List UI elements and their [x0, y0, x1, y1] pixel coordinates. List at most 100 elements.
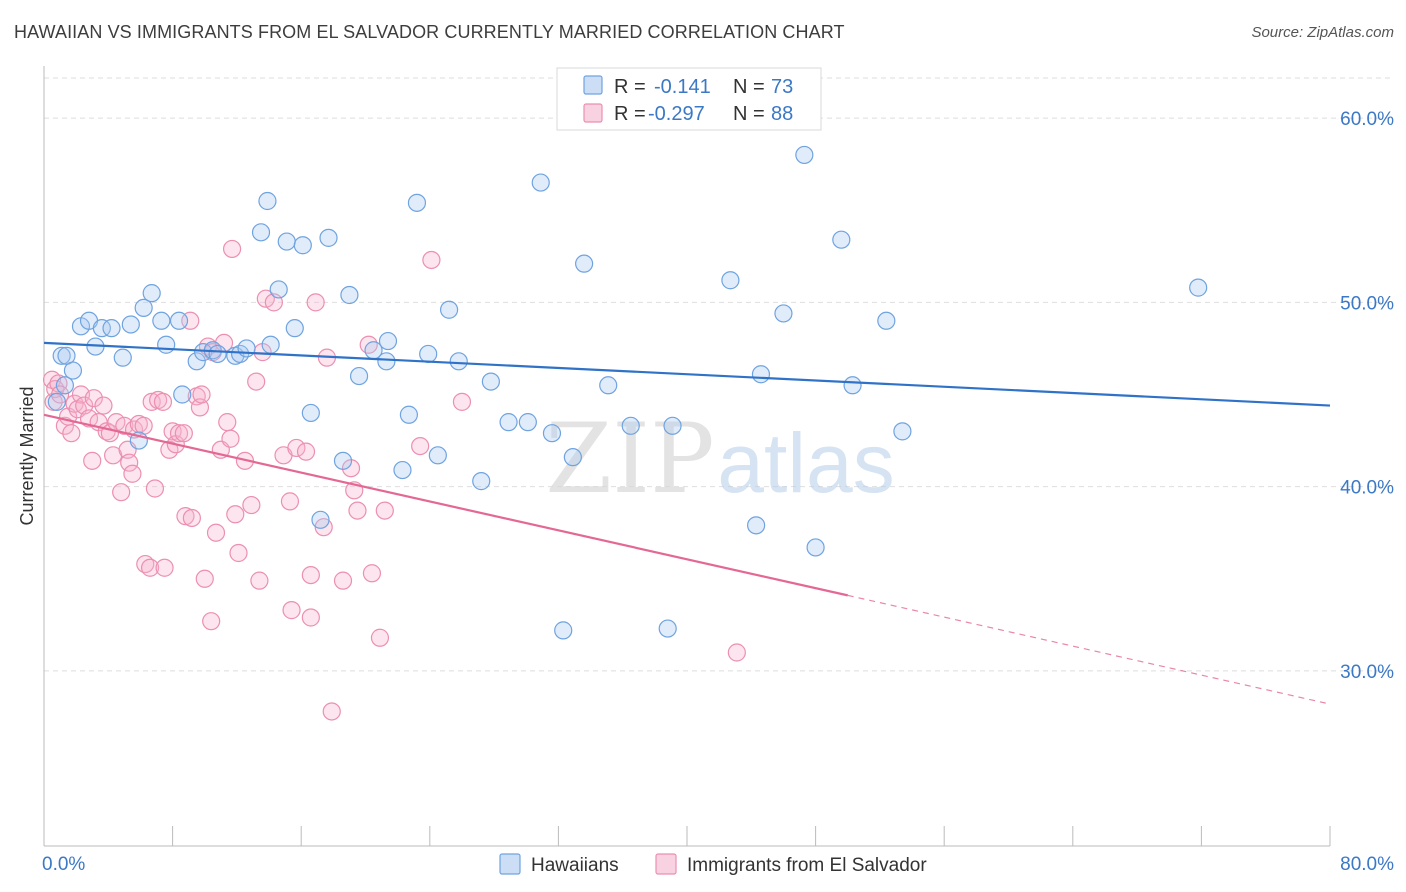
- el-salvador-point-62: [250, 571, 269, 590]
- el-salvador-point-22: [115, 416, 134, 435]
- hawaiian-point-40: [377, 352, 396, 371]
- hawaiian-point-57: [575, 254, 594, 273]
- legend-n-value-2: 88: [771, 103, 793, 125]
- axes: [43, 66, 1331, 847]
- hawaiian-point-48: [449, 352, 468, 371]
- el-salvador-point-54: [218, 413, 237, 432]
- el-salvador-point-35: [155, 558, 174, 577]
- hawaiian-point-17: [169, 311, 189, 330]
- hawaiian-point-55: [554, 621, 573, 640]
- el-salvador-point-32: [145, 479, 165, 498]
- hawaiian-point-36: [333, 451, 353, 470]
- y-axis-title: Currently Married: [17, 386, 37, 525]
- hawaiian-point-43: [399, 405, 419, 424]
- legend-r-label-2: R =: [614, 103, 646, 125]
- legend-r-value-2: -0.297: [648, 103, 705, 125]
- hawaiian-point-42: [393, 460, 412, 480]
- hawaiian-point-16: [157, 335, 176, 354]
- hawaiian-point-59: [621, 416, 640, 435]
- el-salvador-point-7: [62, 424, 81, 443]
- source-credit: Source: ZipAtlas.com: [1251, 24, 1394, 41]
- hawaiian-point-47: [439, 300, 459, 319]
- trend-line-hawaiians: [43, 341, 1331, 407]
- el-salvador-point-43: [182, 508, 201, 528]
- hawaiian-point-64: [751, 365, 771, 384]
- el-salvador-point-87: [452, 392, 472, 411]
- x-tick-label-0: 0.0%: [42, 854, 85, 875]
- hawaiian-point-0: [47, 392, 66, 411]
- el-salvador-point-57: [226, 505, 245, 524]
- el-salvador-point-56: [222, 239, 242, 259]
- hawaiian-point-9: [102, 319, 121, 338]
- hawaiian-point-54: [542, 424, 562, 443]
- hawaiian-point-22: [208, 344, 227, 364]
- el-salvador-point-81: [359, 335, 378, 354]
- el-salvador-point-49: [202, 612, 221, 631]
- hawaiian-point-32: [293, 236, 312, 255]
- bottom-legend-label-hawaiians: Hawaiians: [531, 855, 619, 876]
- legend-n-value-1: 73: [771, 76, 793, 98]
- el-salvador-point-16: [94, 396, 113, 415]
- series-legend: Hawaiians Immigrants from El Salvador: [499, 853, 927, 876]
- hawaiian-point-44: [407, 193, 427, 212]
- trend-line-el-salvador-extension: [847, 594, 1331, 705]
- el-salvador-point-30: [140, 558, 160, 577]
- hawaiian-point-31: [285, 319, 304, 338]
- hawaiian-point-14: [142, 284, 161, 303]
- hawaiian-point-2: [55, 376, 74, 395]
- hawaiian-point-70: [877, 311, 896, 330]
- hawaiian-point-13: [134, 298, 153, 317]
- hawaiian-point-11: [121, 315, 140, 334]
- el-salvador-point-12: [79, 409, 99, 428]
- hawaiian-point-34: [311, 510, 330, 529]
- hawaiian-point-52: [518, 413, 537, 432]
- hawaiian-point-66: [795, 145, 814, 165]
- hawaiian-point-65: [774, 304, 793, 323]
- series-hawaiians: [47, 145, 1208, 640]
- el-salvador-point-55: [221, 429, 240, 448]
- legend-r-value-1: -0.141: [654, 76, 711, 98]
- el-salvador-point-71: [301, 565, 320, 585]
- legend-swatch-el-salvador: [583, 103, 603, 123]
- legend-n-label-1: N =: [733, 76, 765, 98]
- el-salvador-point-60: [242, 495, 261, 515]
- el-salvador-point-67: [280, 492, 300, 511]
- hawaiian-point-37: [340, 285, 359, 305]
- el-salvador-point-83: [370, 628, 390, 647]
- hawaiian-point-18: [173, 385, 192, 404]
- el-salvador-point-82: [362, 564, 382, 583]
- hawaiian-point-19: [187, 352, 206, 371]
- stats-legend: R = -0.141 N = 73 R = -0.297 N = 88: [556, 67, 822, 131]
- el-salvador-point-24: [120, 453, 139, 472]
- el-salvador-point-28: [134, 416, 153, 435]
- hawaiian-point-60: [658, 619, 677, 638]
- el-salvador-point-73: [306, 293, 325, 312]
- hawaiian-point-56: [563, 448, 582, 467]
- watermark-zip: ZIP: [545, 403, 714, 515]
- bottom-legend-label-el-salvador: Immigrants from El Salvador: [687, 855, 927, 876]
- grid-lines: [44, 77, 1392, 672]
- hawaiian-point-33: [301, 403, 320, 423]
- el-salvador-point-41: [176, 507, 195, 526]
- y-tick-label-3: 60.0%: [1340, 109, 1394, 130]
- y-tick-label-1: 40.0%: [1340, 478, 1394, 499]
- el-salvador-point-80: [348, 501, 367, 520]
- hawaiian-point-26: [251, 223, 271, 242]
- legend-r-label-1: R =: [614, 76, 646, 98]
- hawaiian-point-46: [428, 446, 447, 465]
- hawaiian-point-63: [747, 516, 766, 535]
- hawaiian-point-1: [52, 346, 71, 365]
- el-salvador-point-84: [375, 501, 394, 520]
- el-salvador-point-51: [206, 523, 226, 542]
- el-salvador-point-72: [301, 608, 320, 627]
- el-salvador-point-69: [287, 438, 306, 458]
- hawaiian-point-67: [806, 538, 825, 557]
- el-salvador-point-40: [174, 424, 193, 443]
- watermark: ZIP atlas: [545, 403, 894, 515]
- y-tick-labels: 30.0% 40.0% 50.0% 60.0%: [1340, 109, 1394, 683]
- trend-lines: [43, 341, 1331, 705]
- el-salvador-point-77: [333, 571, 353, 590]
- hawaiian-point-4: [63, 361, 83, 380]
- hawaiian-point-15: [152, 311, 171, 330]
